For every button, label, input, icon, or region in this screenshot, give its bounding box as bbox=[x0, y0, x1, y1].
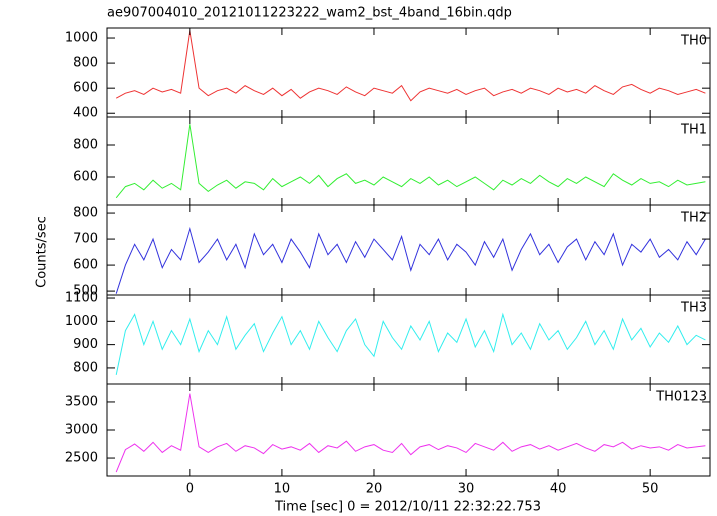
y-tick-label: 600 bbox=[73, 170, 98, 185]
y-tick-label: 700 bbox=[73, 232, 98, 247]
data-line bbox=[115, 226, 706, 294]
y-tick-label: 800 bbox=[73, 206, 98, 221]
y-tick-label: 3000 bbox=[65, 423, 98, 438]
y-tick-label: 1000 bbox=[65, 314, 98, 329]
data-line bbox=[115, 393, 706, 473]
y-tick-label: 800 bbox=[73, 360, 98, 375]
y-tick-label: 500 bbox=[73, 284, 98, 299]
y-tick-label: 800 bbox=[73, 138, 98, 153]
y-tick-label: 600 bbox=[73, 258, 98, 273]
y-tick-label: 3500 bbox=[65, 394, 98, 409]
x-tick-label: 40 bbox=[550, 482, 567, 497]
panel-label: TH3 bbox=[680, 301, 707, 316]
y-tick-label: 800 bbox=[73, 56, 98, 71]
x-tick-label: 20 bbox=[366, 482, 383, 497]
y-tick-label: 1100 bbox=[65, 291, 98, 306]
y-tick-label: 400 bbox=[73, 106, 98, 121]
y-tick-label: 2500 bbox=[65, 451, 98, 466]
y-tick-label: 600 bbox=[73, 81, 98, 96]
panel-frame bbox=[106, 27, 711, 118]
y-axis-label: Counts/sec bbox=[35, 216, 50, 288]
data-line bbox=[115, 124, 706, 199]
panel-frame bbox=[106, 204, 711, 296]
panel-label: TH0 bbox=[680, 34, 707, 49]
data-line bbox=[115, 30, 706, 102]
x-tick-label: 0 bbox=[186, 482, 194, 497]
panel-frame bbox=[106, 116, 711, 206]
y-tick-label: 900 bbox=[73, 337, 98, 352]
x-tick-label: 50 bbox=[642, 482, 659, 497]
x-tick-label: 30 bbox=[458, 482, 475, 497]
data-line bbox=[115, 312, 706, 376]
x-axis-label: Time [sec] 0 = 2012/10/11 22:32:22.753 bbox=[274, 500, 541, 515]
chart-title: ae907004010_20121011223222_wam2_bst_4ban… bbox=[107, 6, 512, 21]
panel-label: TH0123 bbox=[655, 390, 707, 405]
panel-label: TH2 bbox=[680, 211, 707, 226]
panel-frame bbox=[106, 383, 711, 477]
panel-label: TH1 bbox=[680, 123, 707, 138]
x-tick-label: 10 bbox=[274, 482, 291, 497]
panel-frame bbox=[106, 294, 711, 385]
y-tick-label: 1000 bbox=[65, 31, 98, 46]
